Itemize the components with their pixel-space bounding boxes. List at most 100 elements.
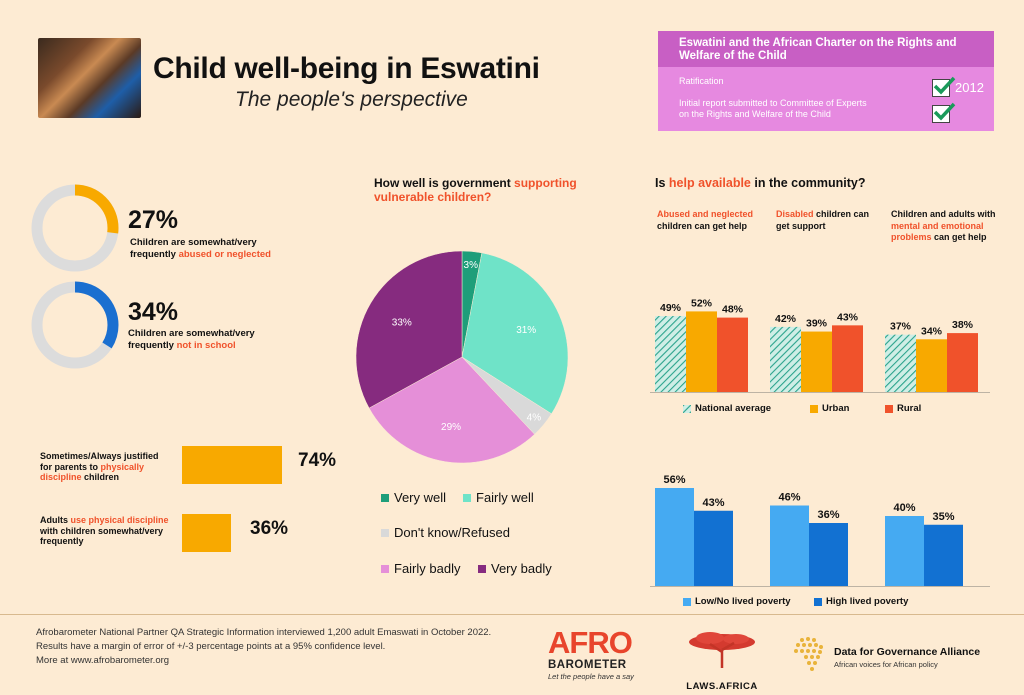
discipline-justified-value: 74% (298, 450, 337, 471)
discipline-use-label: Adults use physical discipline with chil… (40, 515, 195, 547)
charter-title-line1: Eswatini and the African Charter on the … (679, 37, 957, 49)
chart1-axis (650, 392, 990, 393)
school-caption-highlight: not in school (176, 339, 236, 351)
use-line2: with children somewhat/very (40, 525, 164, 536)
bar-low-no-lived-poverty-2 (885, 516, 924, 586)
help-poverty-chart: 56% 43% 46% 36% 40% 35% (655, 474, 963, 586)
very-badly-swatch (478, 564, 486, 573)
report-line1: Initial report submitted to Committee of… (679, 98, 867, 108)
bar-label-urban-1: 39% (806, 318, 828, 330)
bar-label-urban-0: 52% (691, 297, 713, 309)
pie-slice-very-badly (355, 250, 463, 409)
laws-africa-logo: LAWS.AFRICA (682, 628, 762, 692)
bar-label-high-lived-poverty-1: 36% (817, 509, 839, 521)
bar-label-high-lived-poverty-0: 43% (702, 497, 724, 509)
abused-caption-highlight: abused or neglected (178, 248, 271, 260)
ratification-label: Ratification (679, 76, 724, 86)
legend-national: National average (683, 403, 771, 414)
bar-urban-2 (916, 339, 947, 392)
acacia-tree-icon (689, 632, 755, 668)
pie-question: How well is government supporting vulner… (374, 176, 614, 204)
abused-percent: 27% (128, 206, 179, 234)
help-question-highlight: help available (668, 176, 751, 190)
bar-national-average-1 (770, 326, 801, 392)
bar-label-high-lived-poverty-2: 35% (932, 511, 954, 523)
abused-donut (31, 184, 119, 272)
school-caption: Children are somewhat/very frequently no… (128, 328, 328, 351)
group-mental-text2: can get help (931, 232, 987, 242)
charter-title: Eswatini and the African Charter on the … (658, 31, 994, 67)
pie-label-don-t-know-refused: 4% (527, 412, 542, 423)
afro-logo-tagline: Let the people have a say (548, 672, 634, 681)
dga-logo: Data for Governance Alliance African voi… (790, 634, 1010, 674)
footer-line1: Afrobarometer National Partner QA Strate… (36, 627, 492, 638)
very-well-swatch (381, 493, 389, 502)
group-mental-text1: Children and adults with (891, 209, 996, 219)
pie-label-very-badly: 33% (392, 317, 412, 328)
help-question-text2: in the community? (750, 176, 866, 190)
legend-fairly-well: Fairly well (463, 490, 534, 505)
discipline-use-value: 36% (250, 518, 289, 539)
bar-low-no-lived-poverty-1 (770, 505, 809, 586)
bar-low-no-lived-poverty-0 (655, 488, 694, 586)
help-location-chart: 49% 52% 48% 42% 39% 43% 37% 34% 38% (655, 297, 978, 392)
legend-fairly-well-label: Fairly well (476, 490, 534, 505)
group-disabled-highlight: Disabled (776, 209, 814, 219)
use-line3: frequently (40, 536, 84, 546)
pie-label-very-well: 3% (464, 260, 479, 271)
afrobarometer-logo: AFRO BAROMETER Let the people have a say (548, 625, 658, 688)
legend-very-badly-label: Very badly (491, 561, 552, 576)
footer-line3: More at www.afrobarometer.org (36, 655, 170, 666)
bar-rural-0 (717, 317, 748, 392)
abused-caption: Children are somewhat/very frequently ab… (130, 237, 330, 260)
footer-line2: Results have a margin of error of +/-3 p… (36, 641, 386, 652)
dga-title: Data for Governance Alliance (834, 646, 981, 658)
bar-high-lived-poverty-0 (694, 510, 733, 586)
bar-rural-2 (947, 333, 978, 392)
high-poverty-swatch (814, 597, 822, 606)
pie-label-fairly-well: 31% (516, 325, 536, 336)
afro-logo-o-letter: O (608, 625, 633, 660)
legend-low-poverty: Low/No lived poverty (683, 596, 791, 607)
group-mental-highlight1: mental and emotional (891, 220, 984, 231)
fairly-badly-swatch (381, 564, 389, 573)
group-abused-highlight: Abused and neglected (657, 209, 754, 219)
legend-very-well: Very well (381, 490, 446, 505)
bar-high-lived-poverty-1 (809, 523, 848, 586)
school-percent: 34% (128, 298, 179, 326)
discipline-use-bar (182, 514, 231, 552)
bar-label-urban-2: 34% (921, 325, 943, 337)
report-label: Initial report submitted to Committee of… (679, 98, 867, 120)
government-support-pie: 3% 31% 4% 29% 33% (355, 250, 569, 464)
national-swatch (683, 404, 691, 413)
charter-title-line2: Welfare of the Child (679, 50, 787, 62)
bar-national-average-0 (655, 316, 686, 392)
fairly-well-swatch (463, 493, 471, 502)
school-donut (31, 281, 119, 369)
legend-rural: Rural (885, 403, 921, 414)
discipline-justified-label: Sometimes/Always justified for parents t… (40, 451, 195, 483)
rural-swatch (885, 404, 893, 413)
dont-know-swatch (381, 528, 389, 537)
group-disabled-text1: children can (813, 209, 870, 219)
bar-label-low-no-lived-poverty-1: 46% (778, 492, 800, 504)
page-title: Child well-being in Eswatini (153, 52, 540, 85)
help-question: Is help available in the community? (655, 176, 865, 190)
bar-label-rural-2: 38% (952, 319, 974, 331)
afro-logo-barometer: BAROMETER (548, 659, 627, 671)
pie-slice-fairly-badly (368, 356, 535, 464)
bar-label-low-no-lived-poverty-0: 56% (663, 474, 685, 486)
bar-label-national-average-1: 42% (775, 313, 797, 325)
school-caption-line1: Children are somewhat/very (128, 328, 255, 339)
legend-very-badly: Very badly (478, 561, 552, 576)
pie-question-highlight1: supporting (514, 176, 577, 190)
charter-box: Eswatini and the African Charter on the … (658, 31, 994, 131)
report-line2: on the Rights and Welfare of the Child (679, 109, 831, 119)
group-abused-text: children can get help (657, 220, 748, 231)
legend-dont-know: Don't know/Refused (381, 525, 510, 540)
legend-national-label: National average (695, 403, 772, 414)
report-check-icon (932, 102, 956, 123)
school-caption-line2: frequently (128, 339, 177, 351)
low-poverty-swatch (683, 597, 691, 606)
bar-label-national-average-0: 49% (660, 302, 682, 314)
